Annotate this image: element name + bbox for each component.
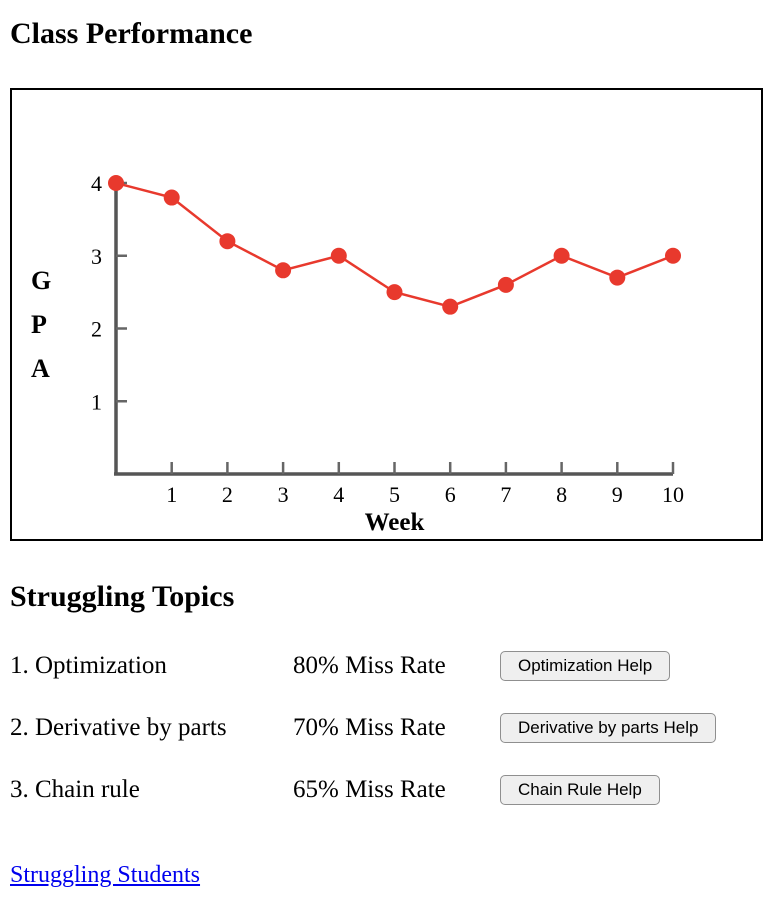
y-tick-label: 2 bbox=[91, 317, 102, 342]
topic-help-button[interactable]: Derivative by parts Help bbox=[500, 713, 717, 744]
y-tick-label: 1 bbox=[91, 389, 102, 414]
gpa-data-point bbox=[108, 175, 124, 191]
struggling-students-link[interactable]: Struggling Students bbox=[10, 862, 201, 888]
topic-name: 1. Optimization bbox=[10, 652, 167, 680]
gpa-data-point bbox=[219, 233, 236, 250]
topic-row: 1. Optimization 80% Miss Rate Optimizati… bbox=[10, 651, 782, 682]
gpa-data-point bbox=[275, 262, 292, 279]
gpa-data-point bbox=[163, 189, 180, 206]
x-tick-label: 2 bbox=[222, 482, 233, 507]
topic-help-button[interactable]: Optimization Help bbox=[500, 651, 671, 682]
topic-miss-rate: 70% Miss Rate bbox=[293, 714, 446, 742]
x-tick-label: 4 bbox=[333, 482, 344, 507]
y-tick-label: 4 bbox=[91, 171, 102, 196]
gpa-data-point bbox=[330, 247, 347, 264]
x-tick-label: 6 bbox=[445, 482, 456, 507]
x-axis-label: Week bbox=[365, 509, 425, 536]
gpa-data-point bbox=[442, 298, 459, 315]
topic-row: 2. Derivative by parts 70% Miss Rate Der… bbox=[10, 713, 782, 744]
y-tick-label: 3 bbox=[91, 244, 102, 269]
page-title: Class Performance bbox=[10, 17, 253, 50]
struggling-topics-heading: Struggling Topics bbox=[10, 580, 235, 613]
y-axis-label: A bbox=[31, 354, 50, 383]
page: Class Performance 1 2 3 4 1 2 3 4 5 6 7 8 9 10 G P A Week… bbox=[0, 16, 782, 889]
topic-help-button[interactable]: Chain Rule Help bbox=[500, 775, 660, 806]
x-tick-label: 8 bbox=[556, 482, 567, 507]
gpa-data-point bbox=[609, 269, 626, 286]
gpa-chart-frame: 1 2 3 4 1 2 3 4 5 6 7 8 9 10 G P A Week bbox=[10, 88, 763, 541]
x-tick-label: 9 bbox=[612, 482, 623, 507]
x-tick-label: 3 bbox=[278, 482, 289, 507]
x-tick-label: 7 bbox=[500, 482, 511, 507]
y-axis-label: P bbox=[31, 310, 47, 339]
topic-miss-rate: 80% Miss Rate bbox=[293, 652, 446, 680]
x-tick-label: 5 bbox=[389, 482, 400, 507]
gpa-data-point bbox=[386, 284, 403, 301]
y-axis-label: G bbox=[31, 266, 51, 295]
x-tick-label: 1 bbox=[166, 482, 177, 507]
x-tick-label: 10 bbox=[662, 482, 684, 507]
topic-miss-rate: 65% Miss Rate bbox=[293, 776, 446, 804]
topic-row: 3. Chain rule 65% Miss Rate Chain Rule H… bbox=[10, 775, 782, 806]
struggling-topics-list: 1. Optimization 80% Miss Rate Optimizati… bbox=[10, 651, 782, 806]
gpa-data-point bbox=[497, 276, 514, 293]
topic-name: 3. Chain rule bbox=[10, 776, 140, 804]
topic-name: 2. Derivative by parts bbox=[10, 714, 227, 742]
gpa-line-chart: 1 2 3 4 1 2 3 4 5 6 7 8 9 10 GPA Week bbox=[31, 171, 684, 536]
gpa-data-point bbox=[553, 247, 570, 264]
gpa-data-point bbox=[665, 247, 681, 264]
